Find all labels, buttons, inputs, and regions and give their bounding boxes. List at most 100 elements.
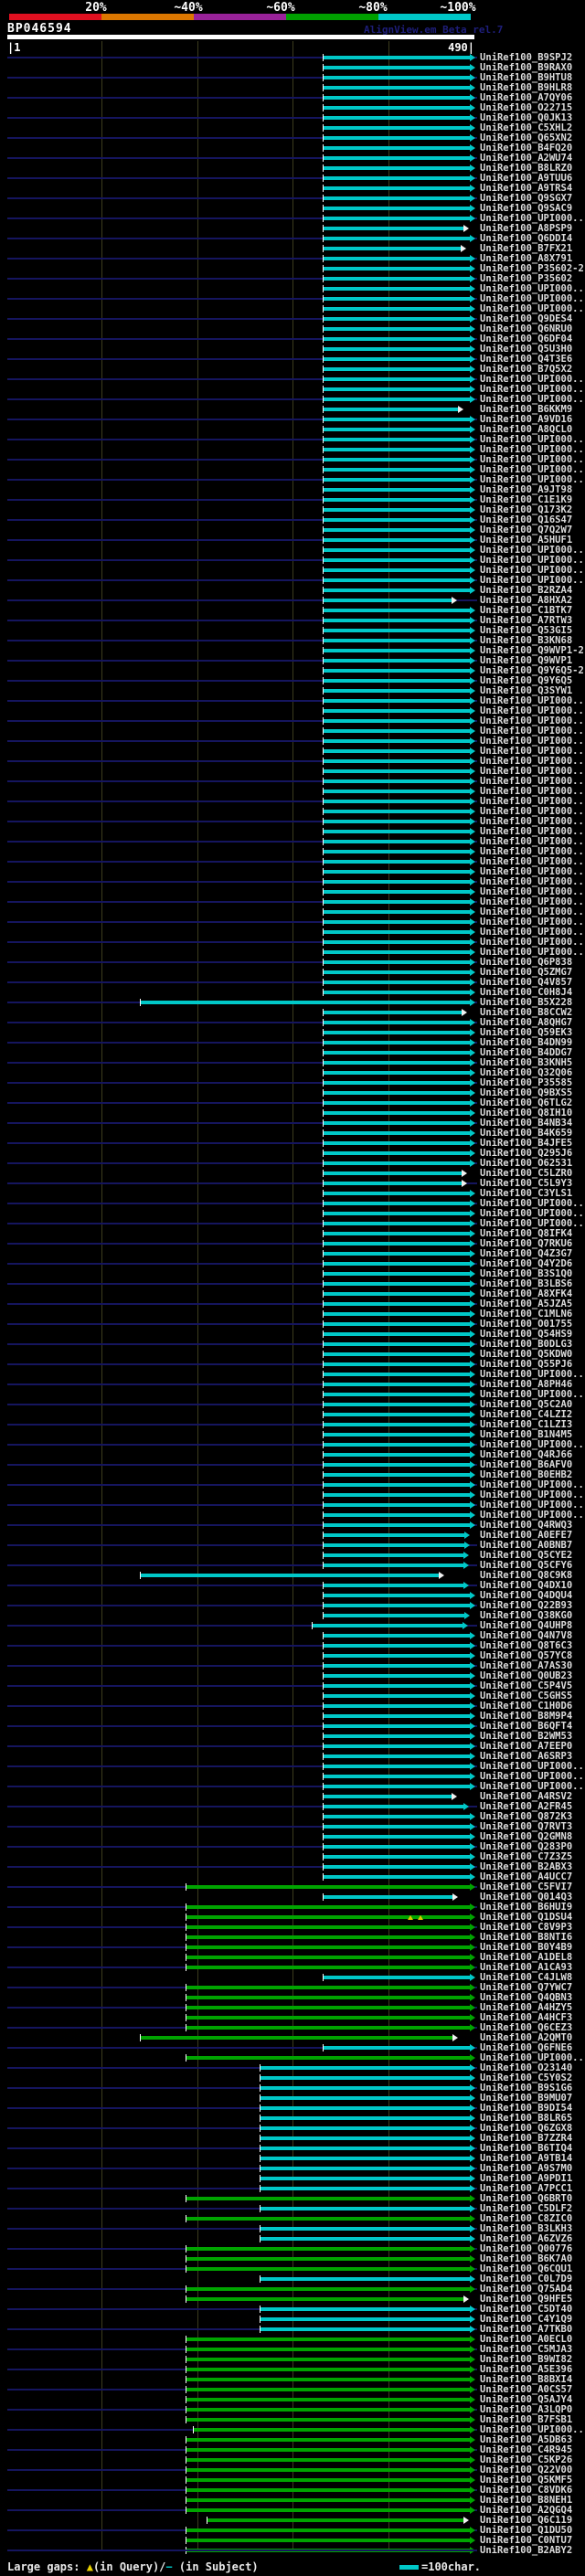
hit-label[interactable]: UniRef100_C5LZR0 (480, 1168, 573, 1179)
hit-label[interactable]: UniRef100_Q0UB23 (480, 1670, 573, 1681)
hit-bar[interactable] (322, 1483, 470, 1487)
hit-bar[interactable] (322, 1473, 470, 1477)
hit-bar[interactable] (322, 367, 470, 371)
hit-label[interactable]: UniRef100_B9SPJ2 (480, 52, 573, 63)
hit-label[interactable]: UniRef100_P35585 (480, 1077, 573, 1088)
hit-label[interactable]: UniRef100_A0EFE7 (480, 1530, 573, 1541)
hit-bar[interactable] (186, 2348, 470, 2351)
hit-bar[interactable] (322, 880, 470, 884)
hit-label[interactable]: UniRef100_A5HUF1 (480, 535, 573, 546)
hit-label[interactable]: UniRef100_A2QMT0 (480, 2032, 573, 2043)
hit-bar[interactable] (322, 1513, 470, 1517)
hit-bar[interactable] (322, 1232, 470, 1235)
hit-label[interactable]: UniRef100_UPI000.. (480, 444, 584, 455)
hit-label[interactable]: UniRef100_B3KNH5 (480, 1057, 573, 1068)
hit-bar[interactable] (322, 237, 470, 240)
hit-label[interactable]: UniRef100_A5JZA5 (480, 1299, 573, 1309)
hit-label[interactable]: UniRef100_C4JLW8 (480, 1972, 573, 1983)
hit-bar[interactable] (322, 56, 470, 59)
hit-bar[interactable] (322, 267, 470, 270)
hit-label[interactable]: UniRef100_UPI000.. (480, 565, 584, 576)
hit-bar[interactable] (259, 2327, 470, 2331)
hit-label[interactable]: UniRef100_Q6NRU0 (480, 323, 573, 334)
hit-label[interactable]: UniRef100_Q6DF04 (480, 334, 573, 345)
hit-label[interactable]: UniRef100_UPI000.. (480, 1510, 584, 1521)
hit-bar[interactable] (259, 2096, 470, 2100)
hit-bar[interactable] (186, 2508, 470, 2512)
hit-bar[interactable] (186, 2458, 470, 2462)
hit-label[interactable]: UniRef100_UPI000.. (480, 816, 584, 827)
hit-bar[interactable] (322, 850, 470, 853)
hit-label[interactable]: UniRef100_UPI000.. (480, 927, 584, 938)
hit-label[interactable]: UniRef100_O23140 (480, 2062, 573, 2073)
hit-bar[interactable] (259, 2177, 470, 2180)
hit-bar[interactable] (186, 2539, 470, 2542)
hit-bar[interactable] (186, 2478, 470, 2482)
hit-bar[interactable] (322, 1543, 464, 1547)
hit-bar[interactable] (186, 2026, 470, 2030)
hit-label[interactable]: UniRef100_Q8C9K8 (480, 1570, 573, 1581)
hit-label[interactable]: UniRef100_UPI000.. (480, 846, 584, 857)
hit-bar[interactable] (322, 1765, 470, 1768)
hit-label[interactable]: UniRef100_A8QHG7 (480, 1017, 573, 1028)
hit-label[interactable]: UniRef100_UPI000.. (480, 384, 584, 395)
hit-bar[interactable] (322, 468, 470, 472)
hit-bar[interactable] (322, 1734, 470, 1738)
hit-bar[interactable] (259, 2207, 470, 2210)
hit-bar[interactable] (186, 1925, 470, 1929)
hit-bar[interactable] (322, 689, 470, 693)
hit-bar[interactable] (186, 1945, 470, 1949)
hit-label[interactable]: UniRef100_UPI000.. (480, 394, 584, 405)
hit-bar[interactable] (322, 1071, 470, 1075)
hit-label[interactable]: UniRef100_Q6P838 (480, 957, 573, 968)
hit-label[interactable]: UniRef100_B9HTU8 (480, 72, 573, 83)
hit-bar[interactable] (322, 1091, 470, 1095)
hit-label[interactable]: UniRef100_B3LKH3 (480, 2223, 573, 2234)
hit-label[interactable]: UniRef100_A8XFK4 (480, 1288, 573, 1299)
hit-label[interactable]: UniRef100_B0DLG3 (480, 1339, 573, 1350)
hit-label[interactable]: UniRef100_UPI000.. (480, 374, 584, 385)
hit-label[interactable]: UniRef100_Q6ZGX8 (480, 2123, 573, 2134)
hit-label[interactable]: UniRef100_Q5C2A0 (480, 1399, 573, 1410)
hit-bar[interactable] (322, 1493, 470, 1497)
hit-bar[interactable] (322, 749, 470, 753)
hit-label[interactable]: UniRef100_C5GHS5 (480, 1691, 573, 1701)
hit-label[interactable]: UniRef100_A0ECL0 (480, 2334, 573, 2345)
hit-bar[interactable] (259, 2086, 470, 2090)
hit-bar[interactable] (322, 930, 470, 934)
hit-bar[interactable] (322, 116, 470, 120)
hit-bar[interactable] (322, 377, 470, 381)
hit-label[interactable]: UniRef100_Q32Q06 (480, 1067, 573, 1078)
hit-label[interactable]: UniRef100_A4HCF3 (480, 2012, 573, 2023)
hit-bar[interactable] (322, 1865, 470, 1869)
hit-bar[interactable] (322, 1634, 470, 1638)
hit-bar[interactable] (140, 2036, 453, 2040)
hit-label[interactable]: UniRef100_A7QY06 (480, 92, 573, 103)
hit-bar[interactable] (322, 900, 470, 904)
hit-bar[interactable] (186, 2498, 470, 2502)
hit-label[interactable]: UniRef100_B9DI54 (480, 2103, 573, 2114)
hit-label[interactable]: UniRef100_A8PSP9 (480, 223, 573, 234)
hit-bar[interactable] (322, 1011, 462, 1014)
hit-bar[interactable] (322, 609, 470, 612)
hit-label[interactable]: UniRef100_Q173K2 (480, 504, 573, 515)
hit-bar[interactable] (322, 759, 470, 763)
hit-bar[interactable] (322, 1171, 462, 1175)
hit-label[interactable]: UniRef100_Q9DES4 (480, 313, 573, 324)
hit-label[interactable]: UniRef100_Q7YWC7 (480, 1982, 573, 1993)
hit-label[interactable]: UniRef100_UPI000.. (480, 746, 584, 757)
hit-label[interactable]: UniRef100_UPI000.. (480, 1439, 584, 1450)
hit-label[interactable]: UniRef100_UPI000.. (480, 786, 584, 797)
hit-bar[interactable] (322, 588, 470, 592)
hit-bar[interactable] (322, 277, 470, 281)
hit-label[interactable]: UniRef100_A7RTW3 (480, 615, 573, 626)
hit-label[interactable]: UniRef100_B7ZZR4 (480, 2133, 573, 2144)
hit-label[interactable]: UniRef100_Q22V00 (480, 2465, 573, 2475)
hit-label[interactable]: UniRef100_A7PCC1 (480, 2183, 573, 2194)
hit-bar[interactable] (322, 1262, 470, 1266)
hit-label[interactable]: UniRef100_UPI000.. (480, 454, 584, 465)
hit-bar[interactable] (322, 498, 470, 502)
hit-label[interactable]: UniRef100_C1LZI3 (480, 1419, 573, 1430)
hit-bar[interactable] (322, 257, 470, 260)
hit-label[interactable]: UniRef100_B2WM53 (480, 1731, 573, 1742)
